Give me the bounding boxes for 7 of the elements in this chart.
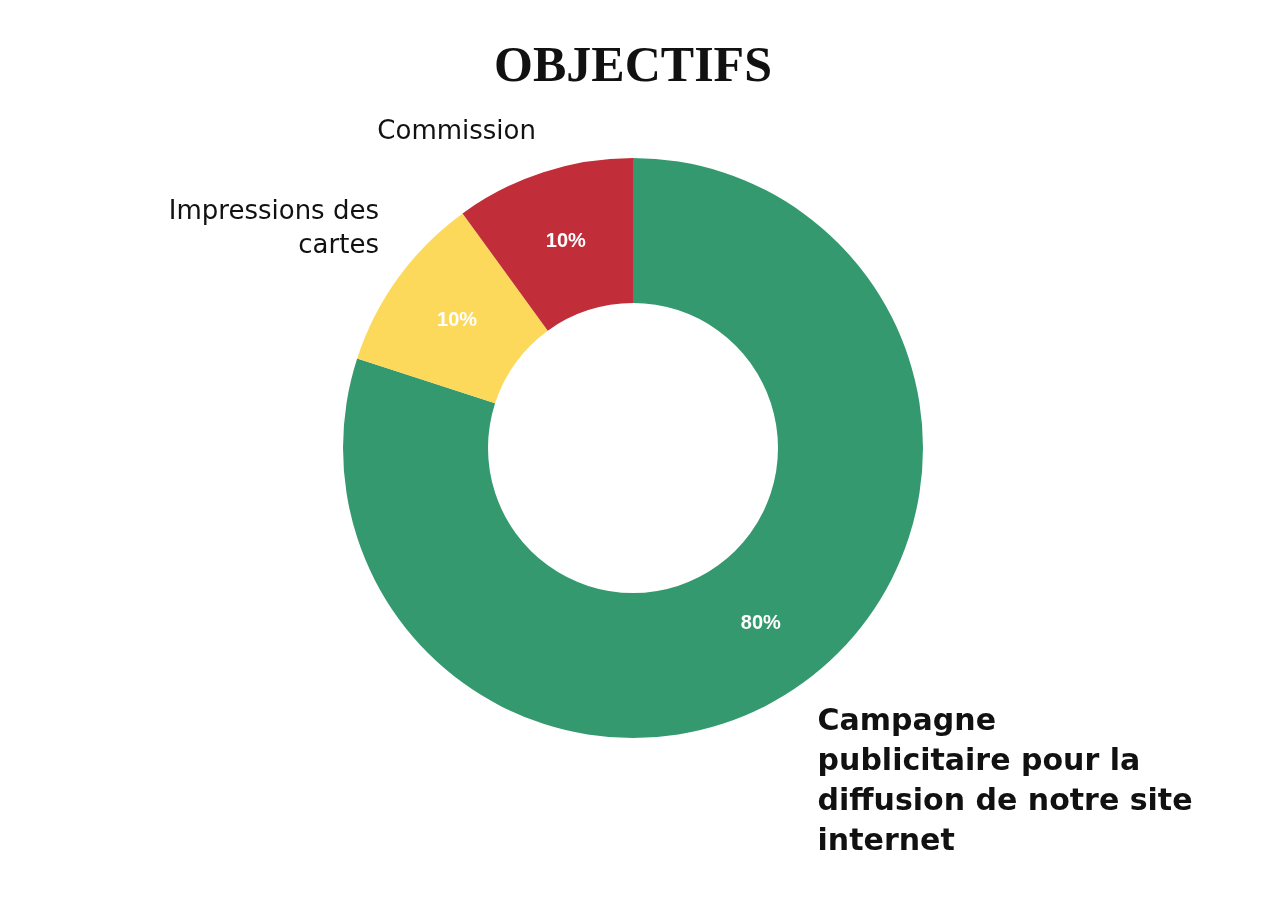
data-label: 80%: [740, 611, 782, 634]
slice-label: Campagne publicitaire pour la diffusion de notre site internet: [817, 701, 1193, 857]
data-label: 10%: [437, 307, 478, 330]
slice-label: Impressions des cartes: [168, 195, 379, 260]
chart-title: OBJECTIFS: [494, 35, 772, 92]
slice-label: Commission: [377, 115, 536, 146]
data-label: 10%: [545, 228, 587, 251]
